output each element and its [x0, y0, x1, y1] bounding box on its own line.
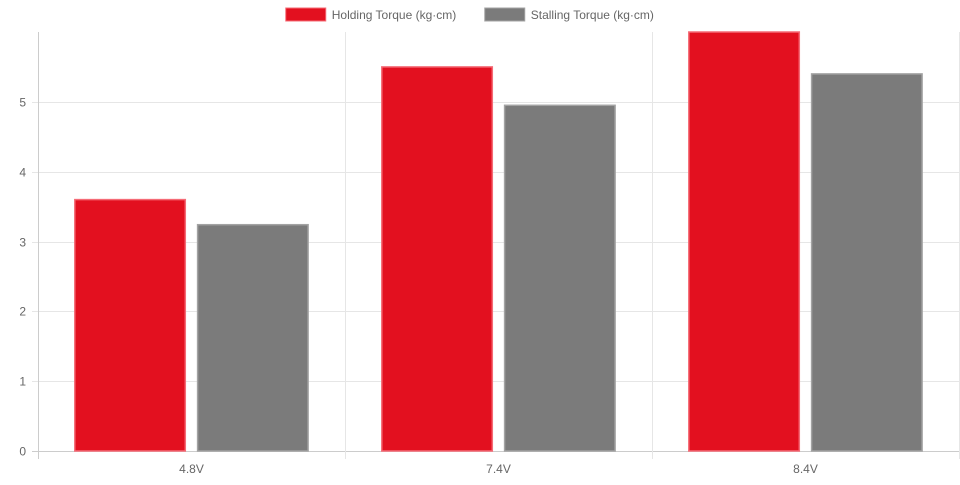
bar — [196, 223, 309, 452]
y-tick-label: 2 — [19, 305, 26, 319]
y-tick-label: 1 — [19, 375, 26, 389]
y-tick-label: 3 — [19, 236, 26, 250]
bar — [688, 31, 801, 452]
legend-label: Holding Torque (kg·cm) — [332, 8, 457, 22]
legend-label: Stalling Torque (kg·cm) — [531, 8, 654, 22]
x-tick-label: 7.4V — [486, 462, 511, 476]
x-tick-label: 8.4V — [793, 462, 818, 476]
y-tick-label: 4 — [19, 166, 26, 180]
bar — [381, 66, 494, 452]
legend-swatch — [484, 7, 526, 22]
y-tick-label: 5 — [19, 96, 26, 110]
legend-swatch — [285, 7, 327, 22]
bar — [503, 104, 616, 452]
y-tick-label: 0 — [19, 445, 26, 459]
bar — [74, 198, 187, 452]
x-tick-label: 4.8V — [179, 462, 204, 476]
bar — [810, 73, 923, 452]
